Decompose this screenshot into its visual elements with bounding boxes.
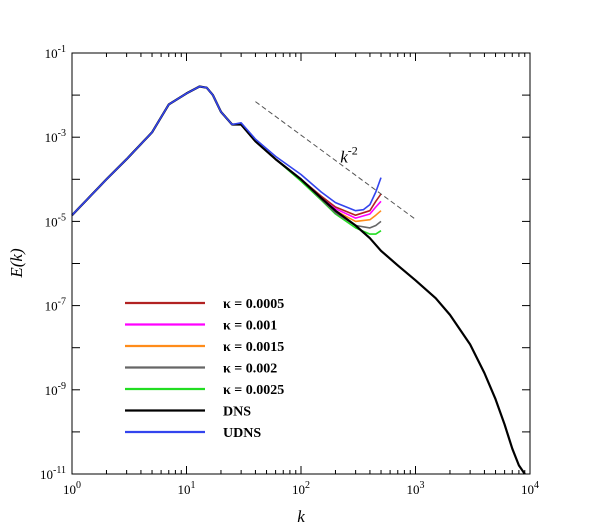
y-tick-label: 10-5 — [45, 212, 66, 229]
x-tick-label: 100 — [63, 480, 81, 497]
series-layer — [71, 85, 526, 475]
y-tick-label: 10-3 — [45, 128, 66, 145]
reference-slope-label: k-2 — [340, 144, 358, 167]
reference-slope-label-exp: -2 — [348, 144, 358, 158]
ticks-layer: 100 101 102 103 104 10-11 10-9 10-7 10-5 10-3 10-1 — [40, 44, 539, 497]
legend-label-0-0005: κ = 0.0005 — [223, 297, 284, 312]
legend-label-0-001: κ = 0.001 — [223, 319, 277, 334]
x-tick-label: 102 — [292, 480, 310, 497]
series-line-udns — [71, 85, 382, 216]
legend-label-0-002: κ = 0.002 — [223, 362, 277, 377]
y-tick-label: 10-7 — [45, 297, 66, 314]
y-tick-label: 10-9 — [45, 381, 66, 398]
legend-label-0-0025: κ = 0.0025 — [223, 383, 284, 398]
y-tick-label: 10-11 — [40, 465, 66, 482]
reference-slope-label-base: k — [340, 148, 348, 167]
y-axis-label: E(k) — [7, 248, 26, 279]
legend-label-dns: DNS — [223, 405, 251, 420]
x-tick-label: 104 — [521, 480, 539, 497]
reference-line-layer: k-2 — [255, 101, 416, 220]
legend: κ = 0.0005 κ = 0.001 κ = 0.0015 κ = 0.002 κ … — [125, 297, 284, 441]
x-tick-label: 101 — [178, 480, 196, 497]
y-tick-label: 10-1 — [45, 44, 66, 61]
reference-slope-line — [255, 101, 416, 220]
legend-label-udns: UDNS — [223, 426, 261, 441]
legend-label-0-0015: κ = 0.0015 — [223, 340, 284, 355]
x-axis-label: k — [297, 507, 305, 526]
x-tick-label: 103 — [407, 480, 425, 497]
